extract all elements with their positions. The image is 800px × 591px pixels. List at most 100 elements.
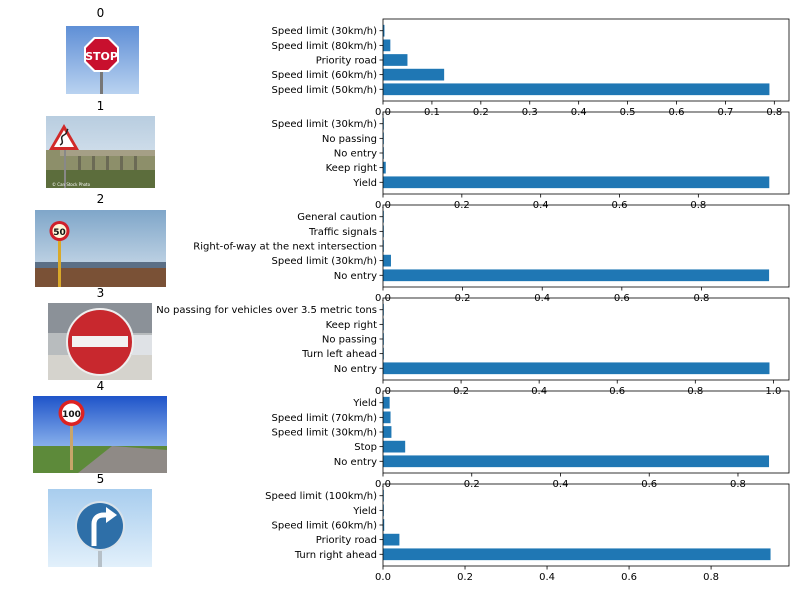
bar xyxy=(383,161,386,174)
category-label: Speed limit (60km/h) xyxy=(272,70,378,81)
axes-frame xyxy=(382,18,790,102)
sign-number: 100 xyxy=(62,410,81,420)
axes-frame xyxy=(382,111,790,195)
panel-title: 2 xyxy=(97,192,105,206)
category-label: Keep right xyxy=(326,320,377,331)
x-tick-label: 0.4 xyxy=(571,107,587,118)
bar xyxy=(383,548,771,561)
category-label: No entry xyxy=(334,364,377,375)
speed-limit-100-image: 100 xyxy=(33,396,167,473)
x-tick-label: 0.6 xyxy=(612,200,628,211)
category-label: General caution xyxy=(297,212,377,223)
x-tick-label: 0.2 xyxy=(455,293,471,304)
bar xyxy=(383,269,770,282)
x-tick-label: 0.3 xyxy=(522,107,538,118)
x-tick-label: 0.6 xyxy=(669,107,685,118)
category-label: Priority road xyxy=(316,56,377,67)
chart-panel-1: 1 Yield Keep right No entry No passing Speed … xyxy=(97,99,790,211)
panel-title: 4 xyxy=(97,379,105,393)
x-tick-label: 0.2 xyxy=(464,479,480,490)
category-label: Yield xyxy=(352,398,377,409)
x-tick-label: 0.4 xyxy=(531,386,547,397)
bar xyxy=(383,68,445,81)
panel-title: 1 xyxy=(97,99,105,113)
axes-frame xyxy=(382,297,790,381)
x-tick-label: 0.8 xyxy=(766,107,782,118)
x-tick-label: 0.1 xyxy=(424,107,440,118)
x-tick-label: 0.2 xyxy=(454,200,470,211)
bar xyxy=(383,39,391,52)
sign-number: 50 xyxy=(53,228,66,238)
x-tick-label: 1.0 xyxy=(765,386,781,397)
x-tick-label: 0.4 xyxy=(553,479,569,490)
x-tick-label: 0.0 xyxy=(375,572,391,583)
x-tick-label: 0.6 xyxy=(609,386,625,397)
category-label: Speed limit (60km/h) xyxy=(272,521,378,532)
bar xyxy=(383,504,384,517)
x-tick-label: 0.2 xyxy=(457,572,473,583)
bar xyxy=(383,411,391,424)
x-tick-label: 0.8 xyxy=(690,200,706,211)
x-tick-label: 0.4 xyxy=(539,572,555,583)
category-label: No passing xyxy=(322,335,377,346)
speed-limit-50-image: 50 xyxy=(35,210,166,287)
stop-sign-image: STOP xyxy=(66,26,139,94)
stop-sign-lettering: STOP xyxy=(85,50,118,63)
category-label: Turn right ahead xyxy=(294,550,377,561)
bar xyxy=(383,426,392,438)
bar xyxy=(383,24,385,37)
category-label: No entry xyxy=(334,149,377,160)
x-tick-label: 0.2 xyxy=(453,386,469,397)
category-label: Speed limit (50km/h) xyxy=(272,85,378,96)
bar xyxy=(383,455,770,468)
x-tick-label: 0.6 xyxy=(621,572,637,583)
bar xyxy=(383,440,406,453)
category-label: No passing for vehicles over 3.5 metric … xyxy=(156,305,377,316)
category-label: Traffic signals xyxy=(308,227,377,238)
chart-panel-3: 3 No entry Turn left ahead No passing Keep r… xyxy=(97,286,790,397)
category-label: Speed limit (30km/h) xyxy=(272,256,378,267)
category-label: Keep right xyxy=(326,163,377,174)
category-label: Priority road xyxy=(316,535,377,546)
chart-panel-2: 2 No entry Speed limit (30km/h) Right-of-wa… xyxy=(97,192,790,304)
x-tick-label: 0.7 xyxy=(717,107,733,118)
category-label: Speed limit (70km/h) xyxy=(272,413,378,424)
category-label: Speed limit (100km/h) xyxy=(265,491,377,502)
x-tick-label: 0.6 xyxy=(614,293,630,304)
x-tick-label: 0.6 xyxy=(641,479,657,490)
category-label: Right-of-way at the next intersection xyxy=(193,242,377,253)
bar xyxy=(383,533,400,546)
panel-title: 0 xyxy=(97,6,105,20)
bar xyxy=(383,254,391,267)
bar xyxy=(383,54,408,66)
x-tick-label: 0.8 xyxy=(730,479,746,490)
x-tick-label: 0.5 xyxy=(620,107,636,118)
category-label: No entry xyxy=(334,457,377,468)
panel-title: 3 xyxy=(97,286,105,300)
bar xyxy=(383,362,770,375)
x-tick-label: 0.4 xyxy=(534,293,550,304)
chart-panel-5: 5 Turn right ahead Priority road Speed limi… xyxy=(97,472,790,583)
turn-right-image xyxy=(48,489,152,567)
category-label: Yield xyxy=(352,178,377,189)
x-tick-label: 0.8 xyxy=(693,293,709,304)
image-caption: © Can Stock Photo xyxy=(52,182,91,187)
category-label: Yield xyxy=(352,506,377,517)
x-tick-label: 0.4 xyxy=(533,200,549,211)
bar xyxy=(383,83,770,96)
category-label: Turn left ahead xyxy=(301,349,377,360)
x-tick-label: 0.2 xyxy=(473,107,489,118)
category-label: Speed limit (30km/h) xyxy=(272,26,378,37)
axes-frame xyxy=(382,390,790,474)
category-label: No passing xyxy=(322,134,377,145)
x-tick-label: 0.8 xyxy=(687,386,703,397)
bar xyxy=(383,396,390,409)
category-label: Speed limit (80km/h) xyxy=(272,41,378,52)
chart-panel-4: 4 No entry Stop Speed limit (30km/h) Speed l… xyxy=(97,379,790,490)
double-curve-sign-image: © Can Stock Photo xyxy=(46,116,155,188)
axes-frame xyxy=(382,483,790,567)
category-label: Stop xyxy=(354,442,377,453)
category-label: No entry xyxy=(334,271,377,282)
no-entry-image xyxy=(48,303,152,380)
